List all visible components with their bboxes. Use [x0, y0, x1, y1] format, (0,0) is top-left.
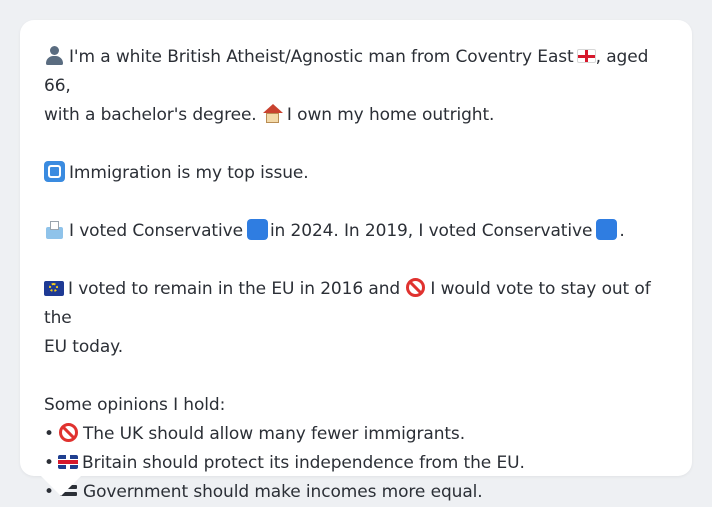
identity-text-b: , aged 66, — [44, 47, 649, 96]
profile-speech-bubble: I'm a white British Atheist/Agnostic man… — [20, 20, 692, 502]
profile-text: I'm a white British Atheist/Agnostic man… — [44, 43, 668, 507]
identity-paragraph: I'm a white British Atheist/Agnostic man… — [44, 43, 668, 130]
opinion-text: Government should make incomes more equa… — [83, 482, 483, 502]
education-text: with a bachelor's degree. — [44, 105, 257, 125]
vote-2019-text: in 2024. In 2019, I voted Conservative — [269, 221, 593, 241]
top-issue-text: Immigration is my top issue. — [69, 163, 309, 183]
eu-referendum-text: I voted to remain in the EU in 2016 and — [68, 279, 401, 299]
eu-today-text: I would vote to stay out of the — [44, 279, 651, 328]
bullet: • — [44, 424, 54, 444]
spacer — [44, 188, 668, 217]
uk-flag-icon — [58, 455, 78, 469]
prohibited-icon — [58, 422, 79, 443]
bullet: • — [44, 453, 54, 473]
spacer — [44, 362, 668, 391]
eu-flag-icon — [44, 281, 64, 296]
blue-square-icon — [246, 219, 268, 240]
home-ownership-text: I own my home outright. — [286, 105, 495, 125]
house-icon — [262, 103, 283, 124]
prohibited-icon — [405, 277, 426, 298]
top-issue-paragraph: Immigration is my top issue. — [44, 159, 668, 188]
eu-paragraph: I voted to remain in the EU in 2016 and … — [44, 275, 668, 362]
opinion-text: Britain should protect its independence … — [82, 453, 525, 473]
vote-history-paragraph: I voted Conservative in 2024. In 2019, I … — [44, 217, 668, 246]
opinion-item: • Government should make incomes more equ… — [44, 478, 668, 507]
vote-2024-text: I voted Conservative — [69, 221, 243, 241]
identity-text-a: I'm a white British Atheist/Agnostic man… — [69, 47, 574, 67]
spacer — [44, 130, 668, 159]
opinion-text: The UK should allow many fewer immigrant… — [83, 424, 465, 444]
opinion-item: • The UK should allow many fewer immigran… — [44, 420, 668, 449]
opinion-item: • Britain should protect its independence… — [44, 449, 668, 478]
speech-bubble-tail — [40, 475, 82, 496]
england-flag-icon — [576, 49, 596, 63]
opinions-heading: Some opinions I hold: — [44, 395, 226, 415]
passport-control-icon — [44, 161, 65, 182]
eu-today-text-end: EU today. — [44, 337, 124, 357]
blue-square-icon — [596, 219, 618, 240]
ballot-box-icon — [44, 219, 65, 240]
person-icon — [44, 45, 65, 66]
spacer — [44, 246, 668, 275]
vote-end-text: . — [619, 221, 625, 241]
